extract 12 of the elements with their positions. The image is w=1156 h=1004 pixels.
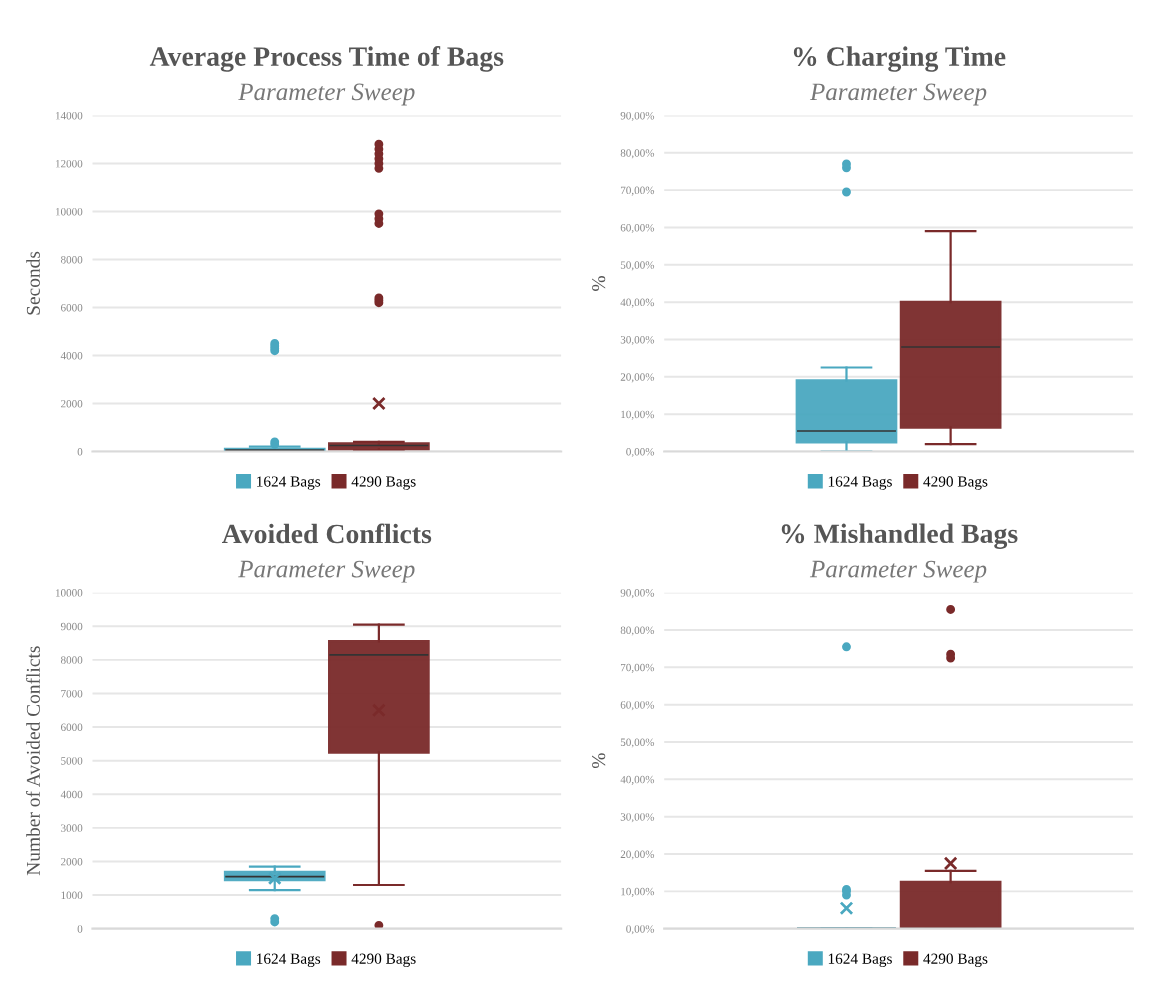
chart-subtitle: Parameter Sweep [809, 83, 987, 106]
chart-subtitle: Parameter Sweep [238, 560, 415, 583]
y-axis-title: Seconds [26, 251, 40, 315]
chart-subtitle: Parameter Sweep [809, 560, 987, 583]
y-axis-title: Number of Avoided Conflicts [26, 646, 40, 876]
chart-title: % Charging Time [793, 46, 1006, 72]
chart-title: Avoided Conflicts [222, 523, 432, 544]
chart-title: Average Process Time of Bags [149, 46, 504, 72]
chart-title: % Mishandled Bags [781, 523, 1018, 549]
chart-subtitle: Parameter Sweep [238, 83, 415, 106]
y-axis-title: % [592, 753, 606, 769]
y-axis-title: % [592, 276, 606, 291]
